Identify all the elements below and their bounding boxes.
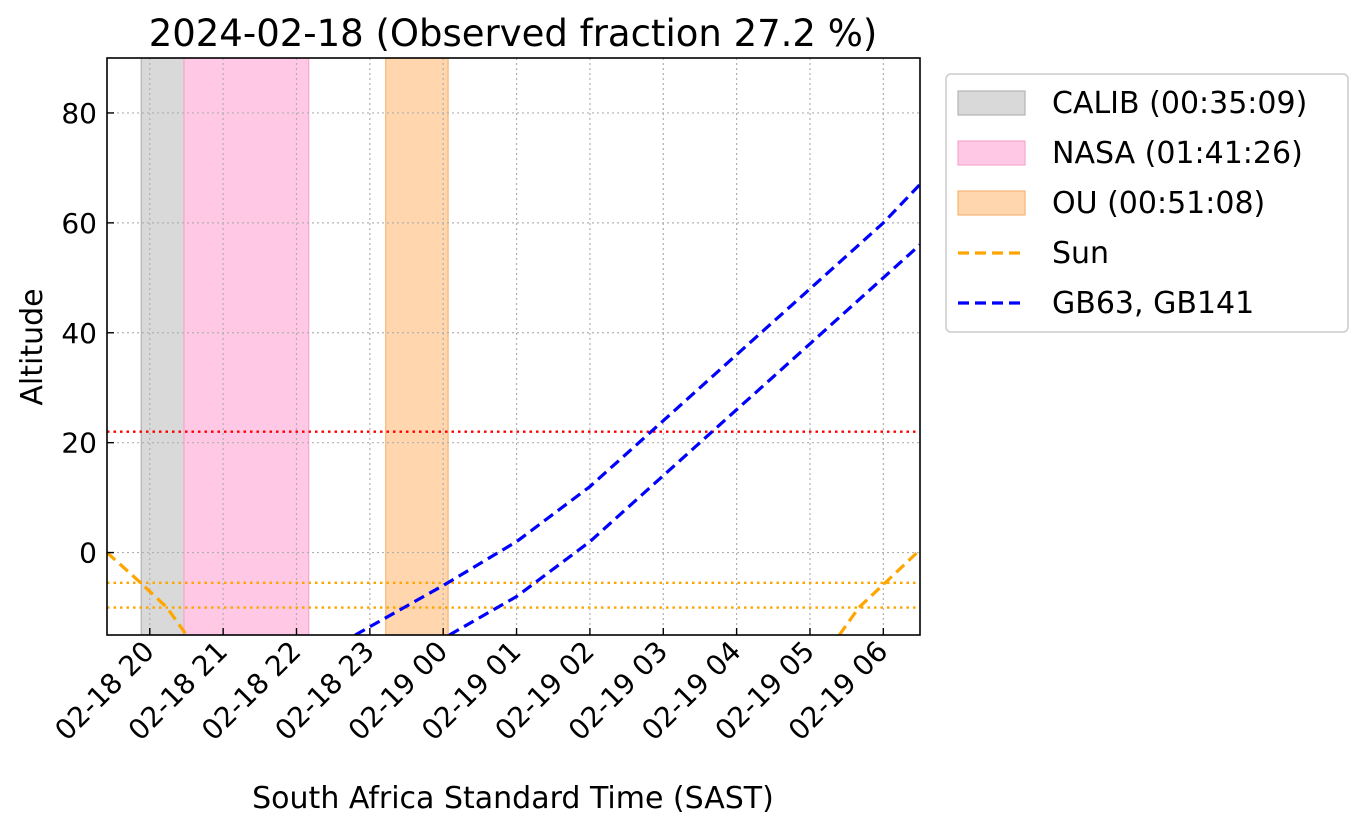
- plot-frame: [106, 57, 921, 636]
- series-line-1-0: [354, 183, 920, 635]
- legend-frame: [945, 73, 1349, 333]
- legend-label-3: Sun: [1052, 236, 1109, 271]
- span-1: [183, 58, 310, 635]
- legend-swatch-0: [957, 90, 1026, 116]
- y-tick-label: 40: [61, 317, 97, 350]
- legend-swatch-2: [957, 190, 1026, 216]
- span-0: [140, 58, 185, 635]
- series-line-0-1: [837, 548, 920, 635]
- legend-label-1: NASA (01:41:26): [1052, 136, 1303, 171]
- y-tick-label: 0: [79, 537, 97, 570]
- y-tick-label: 80: [61, 97, 97, 130]
- span-2: [385, 58, 449, 635]
- legend-swatch-1: [957, 140, 1026, 166]
- legend-label-4: GB63, GB141: [1052, 286, 1254, 321]
- y-tick-label: 20: [61, 427, 97, 460]
- y-tick-label: 60: [61, 207, 97, 240]
- legend-label-2: OU (00:51:08): [1052, 186, 1265, 221]
- observation-spans: [140, 58, 449, 635]
- legend-label-0: CALIB (00:35:09): [1052, 86, 1307, 121]
- y-axis-label: Altitude: [15, 288, 50, 405]
- series-line-0-0: [107, 551, 188, 635]
- threshold-lines: [107, 430, 920, 609]
- chart-title: 2024-02-18 (Observed fraction 27.2 %): [149, 12, 878, 55]
- series-lines: [107, 183, 920, 635]
- grid: [107, 58, 920, 635]
- x-axis-label: South Africa Standard Time (SAST): [252, 781, 774, 816]
- series-line-2-0: [448, 243, 920, 635]
- legend: CALIB (00:35:09) NASA (01:41:26) OU (00:51…: [945, 73, 1349, 333]
